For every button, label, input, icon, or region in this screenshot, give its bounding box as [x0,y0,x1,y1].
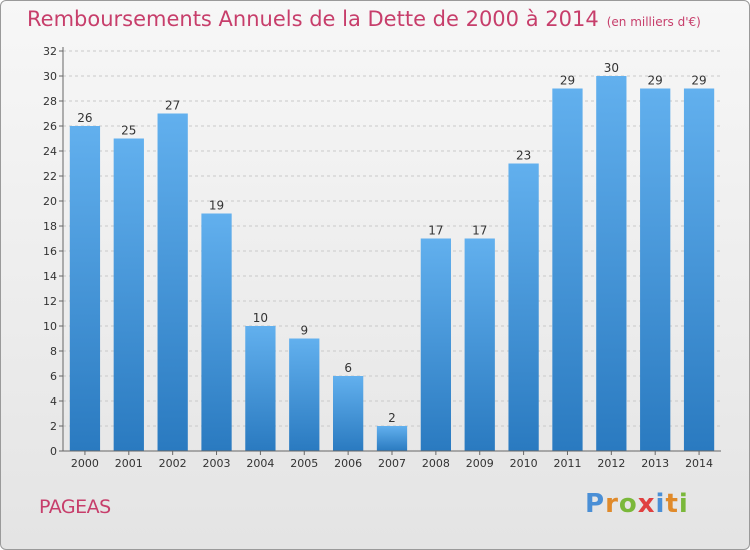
x-tick-label: 2006 [334,457,362,470]
bar-value-label: 23 [516,149,531,163]
y-tick-label: 6 [50,370,57,383]
bar [376,426,408,451]
logo-letter: t [665,489,679,519]
bar-value-label: 29 [648,74,663,88]
chart-title-text: Remboursements Annuels de la Dette de 20… [27,7,599,31]
commune-name: PAGEAS [39,496,111,518]
bar [113,138,144,451]
bar [289,338,320,451]
y-tick-label: 20 [43,195,57,208]
bar-value-label: 9 [300,324,308,338]
y-tick-label: 28 [43,95,57,108]
chart-title: Remboursements Annuels de la Dette de 20… [27,7,701,31]
bar-value-label: 30 [604,61,619,75]
bar [420,238,452,451]
logo-letter: P [585,489,606,519]
bars: 26 25 27 19 10 9 6 2 17 17 23 29 30 29 29 [69,61,715,451]
bar-value-label: 10 [253,311,268,325]
x-tick-label: 2004 [246,457,274,470]
chart-unit: (en milliers d'€) [606,15,701,29]
bar [201,213,232,451]
bar [332,376,364,451]
y-tick-label: 4 [50,395,57,408]
bar-value-label: 26 [77,111,92,125]
logo-letter: o [618,489,638,519]
bar-value-label: 27 [165,99,180,113]
bar-value-label: 29 [691,74,706,88]
y-tick-label: 12 [43,295,57,308]
x-tick-label: 2003 [203,457,231,470]
x-tick-label: 2007 [378,457,406,470]
y-tick-label: 16 [43,245,57,258]
x-tick-label: 2002 [159,457,187,470]
y-tick-label: 32 [43,45,57,58]
x-tick-label: 2008 [422,457,450,470]
y-tick-label: 30 [43,70,57,83]
bar-value-label: 17 [472,224,487,238]
logo-letter: i [678,489,689,519]
y-tick-label: 2 [50,420,57,433]
x-tick-label: 2010 [510,457,538,470]
logo-letter: i [655,489,666,519]
bar [464,238,495,451]
y-tick-label: 8 [50,345,57,358]
logo-letter: r [605,489,619,519]
y-tick-label: 14 [43,270,57,283]
x-tick-label: 2001 [115,457,143,470]
x-tick-label: 2009 [466,457,494,470]
bar [683,88,715,451]
bar-value-label: 17 [428,224,443,238]
logo-letter: x [637,489,656,519]
bar [552,88,583,451]
y-tick-label: 0 [50,445,57,458]
bar [69,126,101,451]
bar-value-label: 6 [344,361,352,375]
x-tick-label: 2014 [685,457,713,470]
y-tick-label: 10 [43,320,57,333]
proxiti-logo: Proxiti [585,489,689,519]
y-tick-label: 18 [43,220,57,233]
x-tick-label: 2011 [553,457,581,470]
y-tick-label: 24 [43,145,57,158]
y-tick-label: 22 [43,170,57,183]
bar-value-label: 19 [209,199,224,213]
bar-value-label: 29 [560,74,575,88]
bar [508,163,539,451]
bar [245,326,276,451]
bar [596,76,627,451]
x-tick-label: 2005 [290,457,318,470]
bar-value-label: 25 [121,124,136,138]
bar [157,113,188,451]
x-tick-label: 2012 [597,457,625,470]
y-tick-label: 26 [43,120,57,133]
x-tick-label: 2000 [71,457,99,470]
x-tick-label: 2013 [641,457,669,470]
bar-value-label: 2 [388,411,396,425]
x-axis: 2000 2001 2002 2003 2004 2005 2006 2007 2008 2009… [63,450,721,470]
bar [640,88,671,451]
